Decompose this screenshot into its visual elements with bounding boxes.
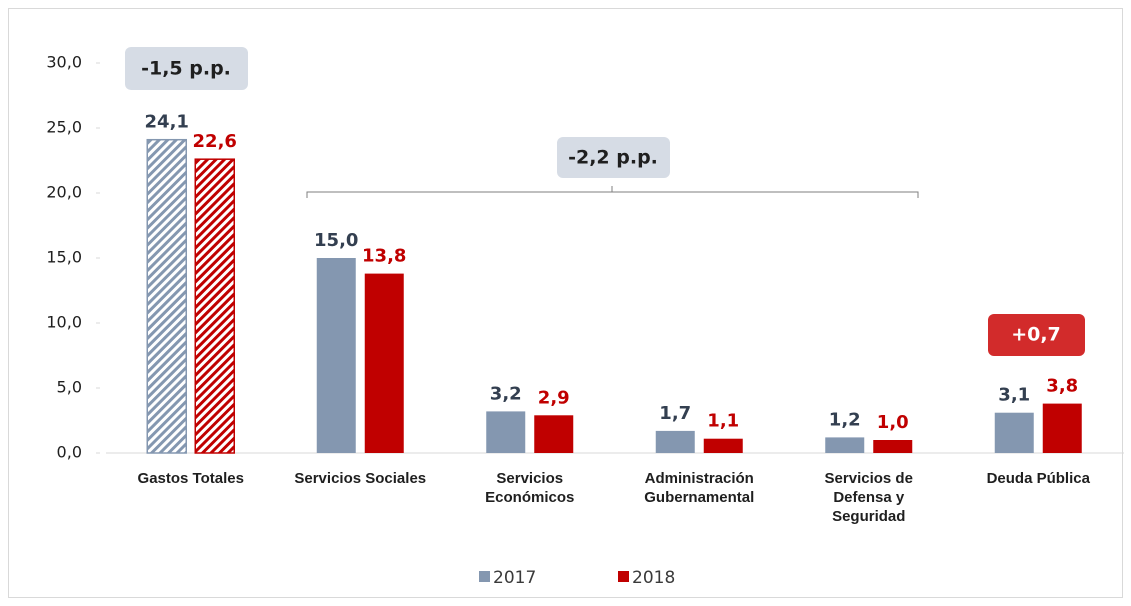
bar xyxy=(534,415,574,453)
x-tick-label: Administración Gubernamental xyxy=(644,470,755,506)
data-label: 1,1 xyxy=(707,411,739,432)
bar xyxy=(486,411,526,453)
bar xyxy=(703,438,743,453)
bar xyxy=(194,158,235,454)
bracket xyxy=(306,186,919,198)
bar xyxy=(316,258,356,453)
y-tick-label: 10,0 xyxy=(46,313,82,332)
bar xyxy=(994,412,1034,453)
bar xyxy=(825,437,865,453)
y-tick-label: 25,0 xyxy=(46,118,82,137)
annotation: -1,5 p.p. xyxy=(141,58,231,80)
x-tick-label: Servicios Sociales xyxy=(294,470,427,487)
data-label: 22,6 xyxy=(193,131,237,152)
annotation: +0,7 xyxy=(1011,324,1061,346)
legend-swatch xyxy=(618,571,629,582)
legend-label: 2018 xyxy=(632,568,675,588)
annotation: -2,2 p.p. xyxy=(568,147,658,169)
data-label: 3,2 xyxy=(490,383,522,404)
y-tick-label: 30,0 xyxy=(46,53,82,72)
x-tick-label: Servicios Económicos xyxy=(485,470,575,506)
annotation-box xyxy=(988,314,1085,356)
y-tick-label: 15,0 xyxy=(46,248,82,267)
annotation-box xyxy=(557,137,670,178)
data-label: 2,9 xyxy=(538,387,570,408)
bar xyxy=(873,440,913,453)
data-label: 1,0 xyxy=(877,412,909,433)
x-tick-label: Servicios de Defensa y Seguridad xyxy=(824,470,913,525)
data-label: 3,8 xyxy=(1046,376,1078,397)
chart-border xyxy=(8,8,1123,598)
data-label: 13,8 xyxy=(362,246,406,267)
bar xyxy=(655,430,695,453)
data-label: 24,1 xyxy=(145,112,189,133)
data-label: 1,2 xyxy=(829,409,861,430)
legend-label: 2017 xyxy=(493,568,536,588)
annotation-box xyxy=(125,47,248,90)
y-tick-label: 5,0 xyxy=(57,378,82,397)
data-label: 3,1 xyxy=(998,385,1030,406)
bar xyxy=(146,138,187,454)
bar xyxy=(364,273,404,453)
bar xyxy=(1042,403,1082,453)
x-tick-label: Gastos Totales xyxy=(137,470,244,487)
legend-swatch xyxy=(479,571,490,582)
y-tick-label: 20,0 xyxy=(46,183,82,202)
data-label: 1,7 xyxy=(659,403,691,424)
data-label: 15,0 xyxy=(314,230,358,251)
y-tick-label: 0,0 xyxy=(57,443,82,462)
x-tick-label: Deuda Pública xyxy=(986,470,1090,487)
